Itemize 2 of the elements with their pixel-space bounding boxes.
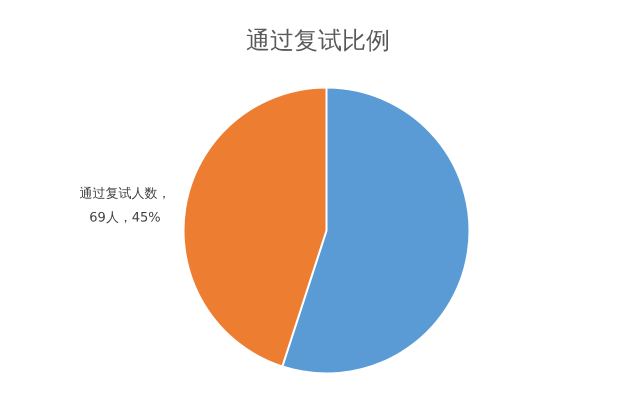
chart-title: 通过复试比例 — [246, 26, 390, 54]
slice-label: 通过复试人数， 69人，45% — [79, 186, 170, 226]
